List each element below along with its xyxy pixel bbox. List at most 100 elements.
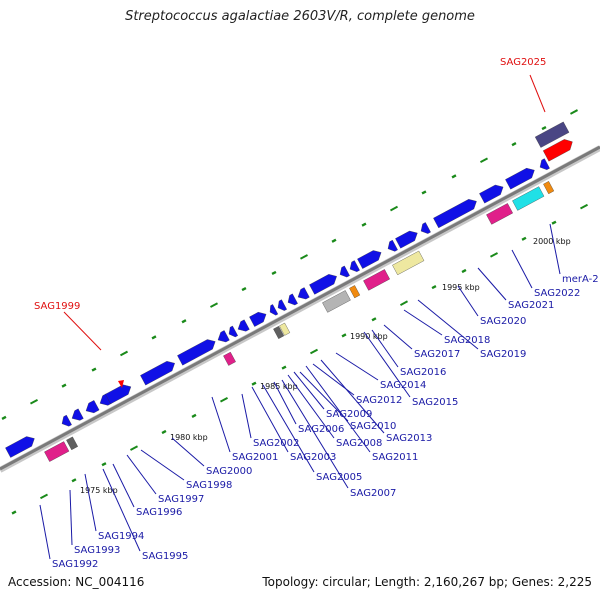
track-dot xyxy=(390,205,398,212)
gene-feature xyxy=(539,158,550,170)
leader-line xyxy=(363,331,411,398)
kbp-1990: 1990 kbp xyxy=(350,332,388,341)
gene-label: SAG2002 xyxy=(253,438,299,449)
leader-line xyxy=(335,352,379,381)
gene-label: SAG2001 xyxy=(232,452,278,463)
gene-feature xyxy=(339,265,350,278)
leader-line xyxy=(403,309,443,336)
kbp-1995: 1995 kbp xyxy=(442,283,480,292)
leader-line xyxy=(112,463,135,508)
gene-feature xyxy=(486,203,513,225)
gene-feature xyxy=(228,325,238,338)
track-dot xyxy=(181,319,187,324)
gene-feature xyxy=(177,339,216,366)
leader-line xyxy=(251,386,289,453)
leader-line xyxy=(417,299,479,350)
track-dot xyxy=(451,174,457,179)
leader-line xyxy=(39,504,51,560)
gene-feature xyxy=(217,330,230,343)
gene-label: SAG2020 xyxy=(480,316,526,327)
gene-feature xyxy=(534,121,570,148)
gene-label: SAG2010 xyxy=(350,421,396,432)
gene-feature xyxy=(287,293,298,306)
leader-line xyxy=(457,285,479,317)
track-dot xyxy=(461,268,467,274)
gene-label: SAG2007 xyxy=(350,488,396,499)
kbp-1975: 1975 kbp xyxy=(80,486,118,495)
gene-feature xyxy=(542,139,573,162)
gene-label: SAG2016 xyxy=(400,367,446,378)
kbp-1980: 1980 kbp xyxy=(170,433,208,442)
leader-line xyxy=(140,449,185,481)
track-dot xyxy=(331,238,337,243)
track-dot xyxy=(361,222,367,227)
track-dot xyxy=(40,493,48,500)
leader-line xyxy=(262,384,315,473)
track-dot xyxy=(30,398,38,405)
gene-label: SAG2013 xyxy=(386,433,432,444)
dotted-tracks xyxy=(1,109,588,515)
track-dot xyxy=(431,284,437,290)
track-dot xyxy=(371,317,377,322)
leader-line xyxy=(241,393,252,439)
gene-feature xyxy=(309,274,337,295)
gene-feature xyxy=(349,285,361,299)
highlight-label-sag2025: SAG2025 xyxy=(500,57,546,68)
gene-feature xyxy=(61,414,72,427)
leader-line xyxy=(293,371,325,410)
track-dot xyxy=(511,142,517,147)
track-dot xyxy=(521,236,527,241)
gene-label: SAG2008 xyxy=(336,438,382,449)
track-dot xyxy=(551,220,557,225)
track-dot xyxy=(300,254,308,260)
gene-label: SAG2000 xyxy=(206,466,252,477)
track-dot xyxy=(400,300,408,306)
track-dot xyxy=(341,333,347,338)
gene-label: SAG1995 xyxy=(142,551,188,562)
gene-label: SAG1996 xyxy=(136,507,182,518)
sag1999-marker xyxy=(118,380,124,388)
track-dot xyxy=(71,478,77,483)
scale-ticks: 1975 kbp 1980 kbp 1985 kbp 1990 kbp 1995… xyxy=(80,237,571,495)
track-dot xyxy=(91,367,97,372)
track-dot xyxy=(151,335,157,340)
kbp-2000: 2000 kbp xyxy=(533,237,571,246)
kbp-1985: 1985 kbp xyxy=(260,382,298,391)
track-dot xyxy=(490,252,498,258)
track-dot xyxy=(271,270,277,276)
gene-feature xyxy=(392,250,425,276)
genome-backbone xyxy=(0,145,600,473)
accession-text: Accession: NC_004116 xyxy=(8,575,145,589)
leader-line xyxy=(511,249,533,289)
track-dot xyxy=(210,302,218,308)
gene-feature xyxy=(44,441,70,462)
gene-feature xyxy=(512,186,545,211)
track-dot xyxy=(480,157,488,164)
gene-label: SAG2018 xyxy=(444,335,490,346)
gene-feature xyxy=(140,361,175,386)
gene-feature xyxy=(105,384,132,405)
leader-line xyxy=(477,267,507,301)
gene-label: SAG2005 xyxy=(316,472,362,483)
leader-line xyxy=(69,489,73,546)
gene-feature xyxy=(277,299,287,311)
leader-line xyxy=(273,381,297,425)
leader-line xyxy=(305,365,371,453)
leader-line xyxy=(549,223,561,275)
leader-line xyxy=(287,374,335,439)
gene-features xyxy=(5,121,573,462)
track-dot xyxy=(120,350,128,357)
gene-label: SAG2017 xyxy=(414,349,460,360)
gene-feature xyxy=(223,351,236,366)
track-dot xyxy=(281,365,287,370)
gene-label: SAG1993 xyxy=(74,545,120,556)
highlight-leader-lines xyxy=(63,74,546,351)
track-dot xyxy=(191,413,197,418)
gene-feature xyxy=(505,168,535,190)
leader-line xyxy=(320,359,385,434)
track-dot xyxy=(1,415,7,420)
gene-label: SAG2015 xyxy=(412,397,458,408)
gene-feature xyxy=(297,287,310,300)
track-dot xyxy=(580,203,588,210)
